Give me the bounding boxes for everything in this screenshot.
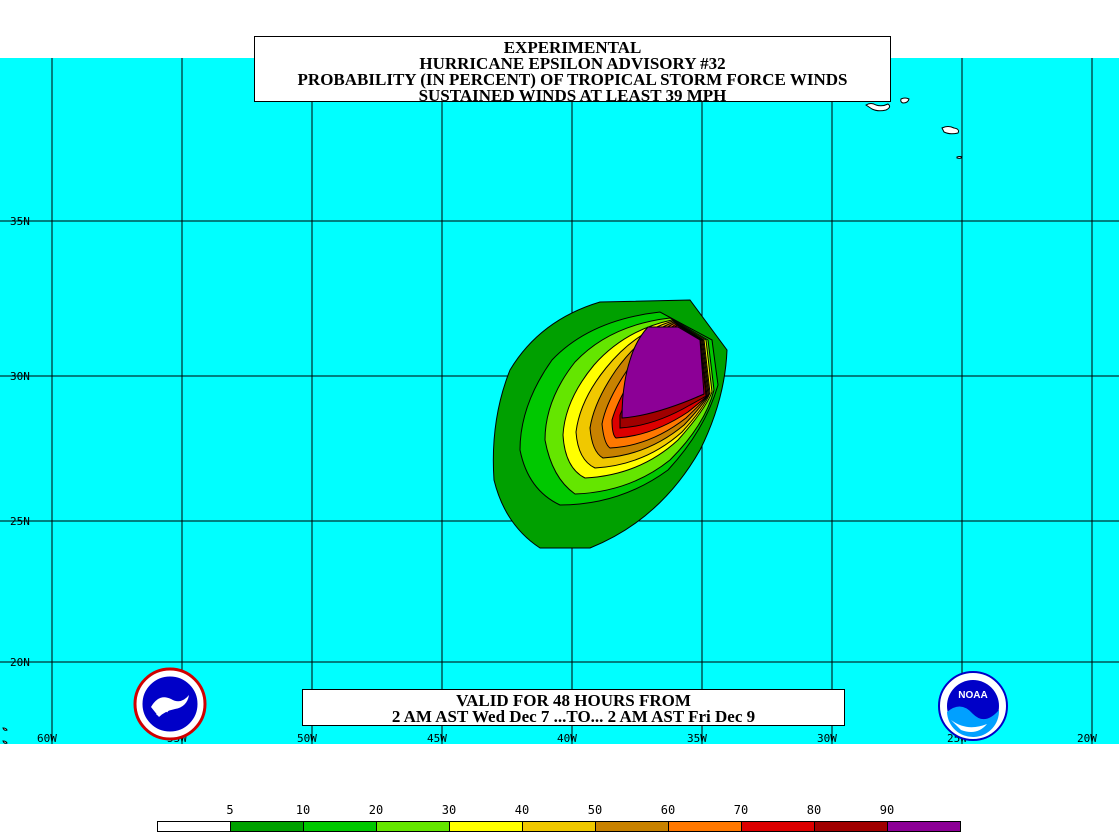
- title-box: EXPERIMENTAL HURRICANE EPSILON ADVISORY …: [254, 36, 891, 105]
- lon-label-20w: 20W: [1077, 732, 1097, 745]
- legend-swatch: [304, 822, 377, 831]
- lon-label-50w: 50W: [297, 732, 317, 745]
- legend-label: 20: [368, 803, 384, 817]
- title-line-2: HURRICANE EPSILON ADVISORY #32: [419, 54, 726, 73]
- legend-swatch: [596, 822, 669, 831]
- legend-swatch: [158, 822, 231, 831]
- legend-swatch: [523, 822, 596, 831]
- color-legend: [157, 821, 961, 832]
- legend-label: 90: [879, 803, 895, 817]
- title-line-4: SUSTAINED WINDS AT LEAST 39 MPH: [418, 86, 727, 105]
- legend-label: 70: [733, 803, 749, 817]
- coast-fragment: [2, 727, 8, 744]
- contour-max: [621, 326, 705, 419]
- nws-logo-icon: [133, 667, 207, 741]
- legend-label: 60: [660, 803, 676, 817]
- legend-swatch: [377, 822, 450, 831]
- lon-label-45w: 45W: [427, 732, 447, 745]
- lon-label-30w: 30W: [817, 732, 837, 745]
- legend-swatch: [888, 822, 960, 831]
- lon-label-25w: 25W: [947, 732, 967, 745]
- lon-label-60w: 60W: [37, 732, 57, 745]
- lat-label-30n: 30N: [10, 370, 30, 383]
- legend-label: 40: [514, 803, 530, 817]
- title-line-3: PROBABILITY (IN PERCENT) OF TROPICAL STO…: [297, 70, 848, 89]
- lon-label-40w: 40W: [557, 732, 577, 745]
- legend-label: 30: [441, 803, 457, 817]
- valid-period-box: VALID FOR 48 HOURS FROM 2 AM AST Wed Dec…: [302, 689, 845, 726]
- legend-label: 5: [226, 803, 234, 817]
- legend-label: 50: [587, 803, 603, 817]
- legend-label: 10: [295, 803, 311, 817]
- legend-swatch: [669, 822, 742, 831]
- legend-label: 80: [806, 803, 822, 817]
- lat-label-35n: 35N: [10, 215, 30, 228]
- legend-swatch: [742, 822, 815, 831]
- title-line-1: EXPERIMENTAL: [503, 38, 642, 57]
- legend-swatch: [231, 822, 304, 831]
- lat-label-25n: 25N: [10, 515, 30, 528]
- valid-line-1: VALID FOR 48 HOURS FROM: [456, 691, 691, 710]
- lon-label-35w: 35W: [687, 732, 707, 745]
- probability-contours: [492, 299, 728, 549]
- lat-label-20n: 20N: [10, 656, 30, 669]
- legend-swatch: [815, 822, 888, 831]
- azores-islands: [865, 97, 963, 159]
- valid-line-2: 2 AM AST Wed Dec 7 ...TO... 2 AM AST Fri…: [391, 707, 756, 726]
- legend-swatch: [450, 822, 523, 831]
- noaa-logo-icon: NOAA: [938, 671, 1008, 741]
- noaa-logo-text: NOAA: [958, 690, 987, 701]
